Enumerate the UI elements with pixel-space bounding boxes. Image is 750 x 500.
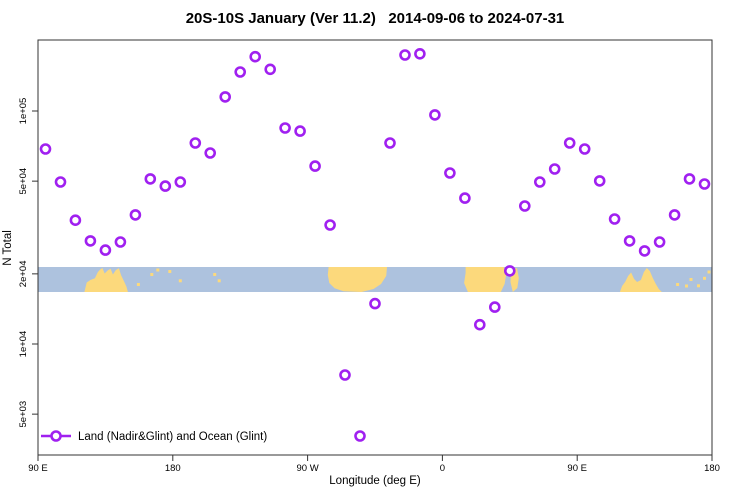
chart-title: 20S-10S January (Ver 11.2) 2014-09-06 to…: [185, 10, 565, 27]
data-point-marker: [638, 245, 651, 257]
data-point-marker: [279, 122, 291, 134]
island-speck: [178, 279, 182, 283]
data-point-marker: [39, 143, 52, 155]
island-speck: [168, 270, 172, 273]
y-tick-label: 5e+04: [18, 168, 29, 195]
land-polygon-australia-second-pass: [619, 268, 662, 292]
data-point-marker: [294, 125, 306, 137]
island-speck: [689, 278, 693, 281]
data-point-marker: [608, 213, 621, 225]
x-axis-title: Longitude (deg E): [329, 475, 421, 487]
data-point-marker: [578, 143, 591, 155]
plot-border: [37, 39, 713, 456]
data-point-marker: [503, 265, 516, 277]
data-point-marker: [174, 176, 187, 188]
data-point-marker: [54, 176, 67, 188]
data-point-marker: [234, 66, 246, 78]
y-tick-label: 2e+04: [18, 261, 29, 288]
x-tick-label: 180: [704, 463, 720, 474]
island-speck: [136, 283, 140, 286]
island-speck: [707, 270, 711, 274]
data-point-marker: [309, 160, 321, 172]
island-speck: [685, 284, 688, 288]
data-point-marker: [548, 163, 561, 175]
data-point-marker: [683, 173, 696, 185]
data-point-marker: [219, 91, 231, 103]
data-point-marker: [339, 369, 351, 381]
y-axis-title: N Total: [2, 230, 14, 266]
data-point-marker: [84, 235, 97, 247]
data-point-marker: [249, 50, 261, 63]
data-point-marker: [324, 219, 336, 231]
y-tick-label: 5e+03: [18, 401, 29, 428]
data-point-marker: [429, 109, 441, 121]
data-point-marker: [518, 200, 531, 212]
data-point-marker: [69, 214, 82, 226]
data-point-marker: [459, 192, 471, 204]
x-tick-label: 180: [165, 463, 181, 474]
data-points: [39, 47, 711, 442]
x-tick-label: 0: [440, 463, 445, 474]
data-point-marker: [488, 301, 501, 313]
data-point-marker: [204, 147, 216, 159]
axes: 5e+03 1e+04 2e+04 5e+04 1e+05 90 E 180 90 W 0 90 …: [18, 98, 720, 474]
data-point-marker: [264, 63, 277, 76]
data-point-marker: [668, 209, 681, 221]
x-tick-label: 90 E: [567, 463, 587, 474]
data-point-marker: [399, 49, 411, 61]
data-point-marker: [129, 209, 142, 221]
data-point-marker: [99, 244, 112, 256]
land-polygon-africa: [464, 267, 507, 292]
island-speck: [150, 273, 154, 276]
island-speck: [217, 279, 221, 283]
data-point-marker: [444, 167, 456, 179]
x-tick-label: 90 E: [28, 463, 48, 474]
data-point-marker: [653, 236, 666, 248]
data-point-marker: [144, 173, 157, 185]
island-speck: [676, 283, 680, 286]
data-point-marker: [189, 137, 202, 149]
data-point-marker: [593, 175, 606, 187]
data-point-marker: [369, 297, 381, 310]
island-speck: [703, 276, 706, 280]
legend-label: Land (Nadir&Glint) and Ocean (Glint): [78, 431, 267, 443]
data-point-marker: [384, 137, 396, 149]
y-tick-label: 1e+05: [18, 98, 29, 125]
x-tick-label: 90 W: [297, 463, 319, 474]
legend: Land (Nadir&Glint) and Ocean (Glint): [41, 430, 267, 443]
land-polygon-australia-first-pass: [84, 268, 128, 292]
data-point-marker: [563, 137, 576, 149]
map-band: [38, 267, 712, 292]
data-point-marker: [533, 176, 546, 188]
data-point-marker: [114, 236, 127, 248]
island-speck: [156, 268, 160, 272]
land-polygon-south-america: [327, 267, 387, 292]
data-point-marker: [354, 430, 366, 442]
data-point-marker: [159, 180, 172, 192]
data-point-marker: [473, 318, 486, 331]
data-point-marker: [623, 235, 636, 247]
island-speck: [697, 284, 700, 288]
data-point-marker: [698, 178, 711, 190]
island-speck: [213, 273, 217, 276]
legend-marker-circle: [50, 430, 62, 442]
y-tick-label: 1e+04: [18, 331, 29, 358]
data-point-marker: [414, 47, 426, 60]
